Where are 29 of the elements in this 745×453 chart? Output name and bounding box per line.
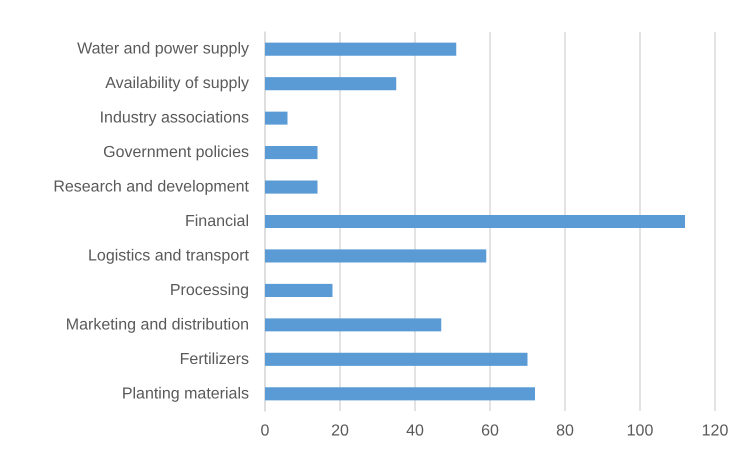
bar — [265, 77, 396, 90]
bar — [265, 214, 685, 228]
bar — [265, 284, 332, 297]
y-tick-label: Planting materials — [122, 385, 249, 402]
x-tick-label: 120 — [702, 422, 728, 440]
y-tick-label: Financial — [184, 213, 249, 230]
y-tick-label: Marketing and distribution — [66, 316, 249, 334]
x-tick-label: 60 — [481, 422, 499, 440]
x-tick-label: 40 — [406, 422, 424, 440]
x-tick-label: 20 — [331, 422, 349, 440]
x-tick-label: 100 — [626, 422, 654, 440]
y-tick-label: Government policies — [103, 144, 249, 162]
bar — [265, 352, 528, 366]
bar — [265, 249, 486, 262]
x-tick-label: 80 — [556, 422, 574, 440]
bar — [265, 42, 456, 56]
bar — [265, 112, 288, 125]
y-tick-label: Processing — [170, 282, 249, 299]
y-tick-label: Water and power supply — [77, 40, 249, 58]
y-tick-label: Industry associations — [100, 110, 249, 127]
bar — [265, 146, 318, 160]
x-tick-label: 0 — [260, 422, 270, 440]
bar — [265, 387, 535, 400]
y-tick-label: Logistics and transport — [88, 247, 250, 264]
bar — [265, 180, 318, 194]
y-tick-label: Availability of supply — [105, 75, 249, 92]
y-tick-label: Research and development — [53, 178, 250, 196]
bar — [265, 318, 442, 332]
y-tick-label: Fertilizers — [180, 350, 249, 368]
